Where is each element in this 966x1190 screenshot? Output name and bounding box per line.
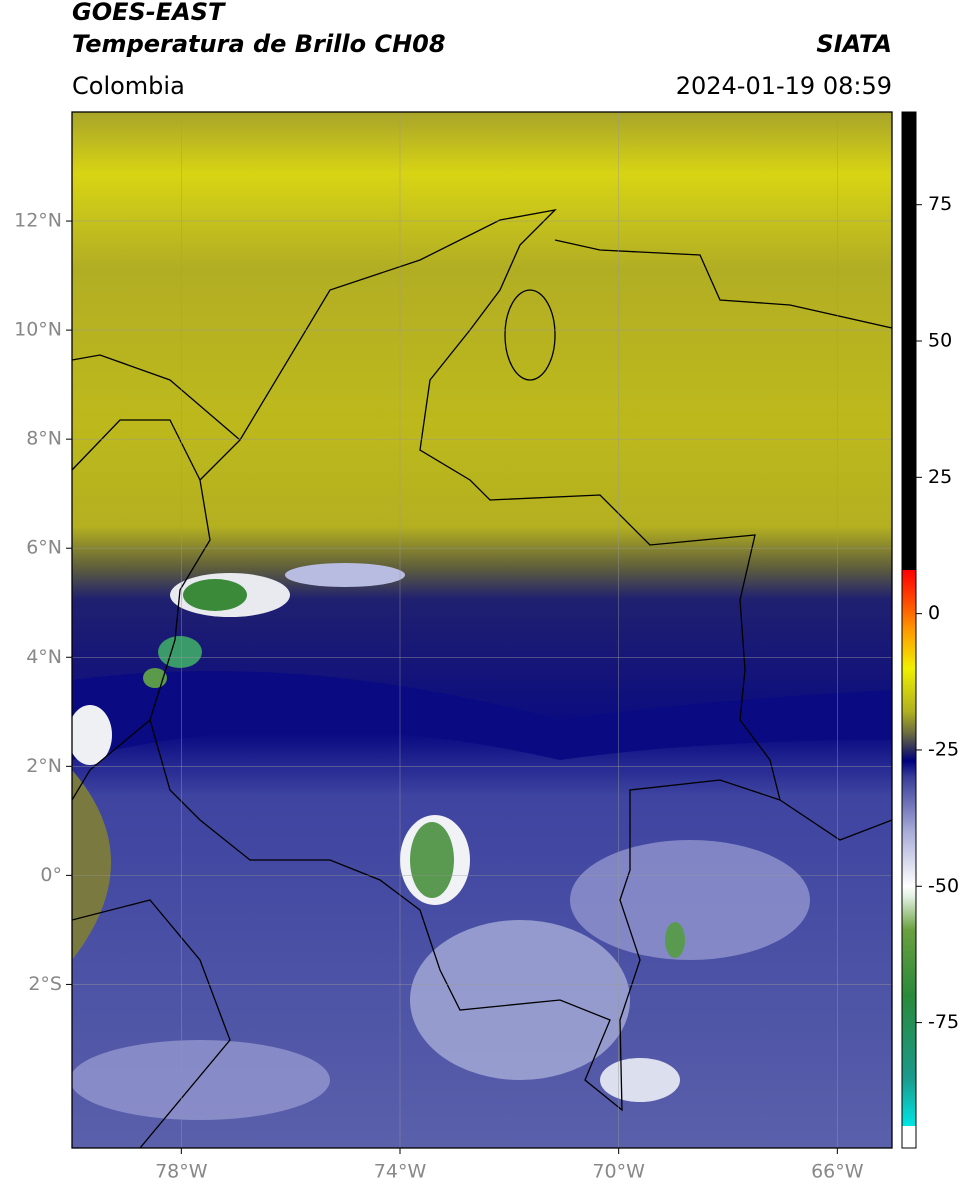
lon-tick-label: 70°W [592,1161,645,1183]
colorbar-tick-label: 0 [928,602,940,624]
region: Colombia [72,72,185,100]
lat-tick-label: 6°N [26,537,62,559]
colorbar [901,111,917,1149]
colorbar-tick-label: 25 [928,466,952,488]
lon-tick-label: 66°W [811,1161,864,1183]
colorbar-tick-label: -25 [928,738,959,760]
lat-tick-label: 0° [40,864,62,886]
map-image [72,112,892,1148]
lon-tick-label: 78°W [155,1161,208,1183]
lat-tick-label: 2°S [28,973,62,995]
lat-tick-label: 10°N [14,319,62,341]
lat-tick-label: 2°N [26,755,62,777]
colorbar-tick-label: -50 [928,875,959,897]
colorbar-tick-label: 50 [928,330,952,352]
datetime: 2024-01-19 08:59 [676,72,892,100]
source: SIATA [816,30,892,58]
title: GOES-EAST [72,0,226,26]
colorbar-tick-label: 75 [928,193,952,215]
lat-tick-label: 12°N [14,210,62,232]
colorbar-tick-label: -75 [928,1011,959,1033]
map-frame [71,111,893,1149]
lat-tick-label: 8°N [26,428,62,450]
title: Temperatura de Brillo CH08 [72,30,446,58]
lat-tick-label: 4°N [26,646,62,668]
lon-tick-label: 74°W [374,1161,427,1183]
